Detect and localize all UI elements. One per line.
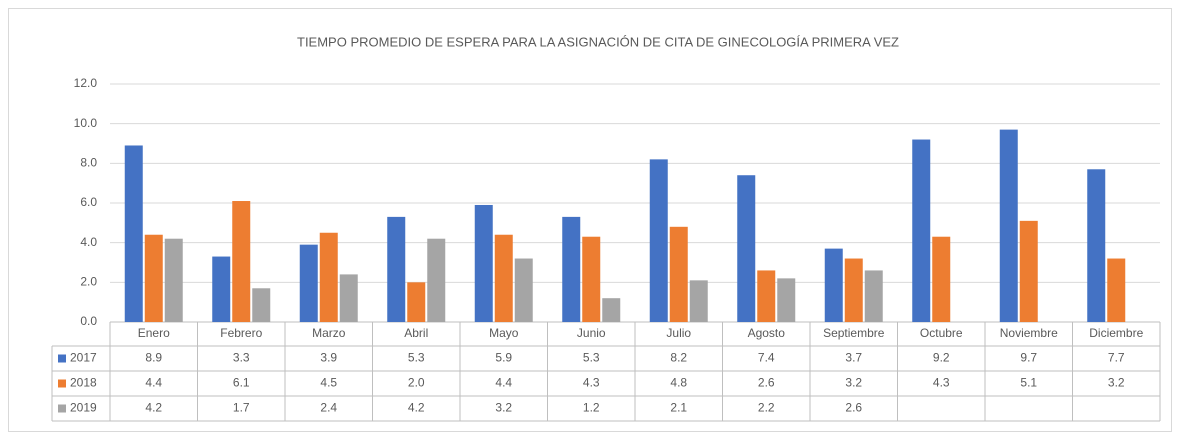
x-tick-label: Noviembre bbox=[1000, 326, 1058, 340]
bar bbox=[669, 226, 688, 322]
legend-label: 2017 bbox=[70, 351, 97, 365]
table-value: 4.2 bbox=[145, 401, 162, 415]
bar bbox=[1019, 220, 1038, 322]
x-tick-label: Marzo bbox=[312, 326, 346, 340]
x-tick-label: Octubre bbox=[920, 326, 963, 340]
bar bbox=[387, 216, 406, 322]
table-value: 3.2 bbox=[495, 401, 512, 415]
bar bbox=[602, 298, 621, 322]
bar bbox=[737, 175, 756, 322]
table-value: 2.4 bbox=[320, 401, 337, 415]
x-tick-label: Febrero bbox=[220, 326, 262, 340]
table-value: 4.5 bbox=[320, 376, 337, 390]
table-value: 7.4 bbox=[758, 351, 775, 365]
table-value: 7.7 bbox=[1108, 351, 1125, 365]
bar bbox=[999, 129, 1018, 322]
bar bbox=[777, 278, 796, 322]
table-value: 3.9 bbox=[320, 351, 337, 365]
table-value: 2.0 bbox=[408, 376, 425, 390]
bar bbox=[514, 258, 533, 322]
table-value: 4.3 bbox=[583, 376, 600, 390]
bar bbox=[144, 234, 163, 322]
y-tick-label: 4.0 bbox=[80, 235, 97, 249]
x-tick-label: Diciembre bbox=[1089, 326, 1143, 340]
table-value: 4.4 bbox=[145, 376, 162, 390]
bar bbox=[562, 216, 581, 322]
y-tick-label: 0.0 bbox=[80, 314, 97, 328]
bar bbox=[299, 244, 318, 322]
x-tick-label: Abril bbox=[404, 326, 428, 340]
bar bbox=[912, 139, 931, 322]
table-value: 2.2 bbox=[758, 401, 775, 415]
y-tick-label: 6.0 bbox=[80, 195, 97, 209]
table-value: 2.6 bbox=[845, 401, 862, 415]
bar bbox=[319, 232, 338, 322]
legend-key bbox=[58, 404, 66, 413]
bar bbox=[124, 145, 143, 322]
bar bbox=[824, 248, 843, 322]
bar bbox=[582, 236, 601, 322]
table-value: 4.8 bbox=[670, 376, 687, 390]
table-value: 5.3 bbox=[408, 351, 425, 365]
legend-key bbox=[58, 354, 66, 363]
table-value: 5.9 bbox=[495, 351, 512, 365]
bar bbox=[689, 280, 708, 322]
bar bbox=[1087, 169, 1106, 322]
bar bbox=[864, 270, 883, 322]
table-value: 5.3 bbox=[583, 351, 600, 365]
table-value: 3.2 bbox=[1108, 376, 1125, 390]
x-tick-label: Septiembre bbox=[823, 326, 885, 340]
x-tick-label: Junio bbox=[577, 326, 606, 340]
table-value: 4.4 bbox=[495, 376, 512, 390]
bar bbox=[649, 159, 668, 322]
legend-key bbox=[58, 379, 66, 388]
bar bbox=[844, 258, 863, 322]
y-tick-label: 10.0 bbox=[74, 116, 98, 130]
bar bbox=[252, 288, 271, 322]
bar bbox=[212, 256, 231, 322]
table-value: 1.7 bbox=[233, 401, 250, 415]
bar bbox=[427, 238, 446, 322]
bar bbox=[494, 234, 513, 322]
bar bbox=[757, 270, 776, 322]
table-value: 3.7 bbox=[845, 351, 862, 365]
bar bbox=[164, 238, 183, 322]
y-tick-label: 12.0 bbox=[74, 76, 98, 90]
table-value: 6.1 bbox=[233, 376, 250, 390]
chart-border bbox=[8, 8, 1172, 432]
bar bbox=[474, 204, 493, 322]
table-value: 9.2 bbox=[933, 351, 950, 365]
chart-title: TIEMPO PROMEDIO DE ESPERA PARA LA ASIGNA… bbox=[297, 34, 899, 49]
table-value: 2.6 bbox=[758, 376, 775, 390]
table-value: 4.3 bbox=[933, 376, 950, 390]
x-tick-label: Mayo bbox=[489, 326, 519, 340]
bar bbox=[232, 201, 251, 322]
y-tick-label: 8.0 bbox=[80, 156, 97, 170]
bar bbox=[932, 236, 951, 322]
x-tick-label: Agosto bbox=[748, 326, 786, 340]
table-value: 9.7 bbox=[1020, 351, 1037, 365]
legend-label: 2018 bbox=[70, 376, 97, 390]
y-tick-label: 2.0 bbox=[80, 275, 97, 289]
bar bbox=[407, 282, 426, 322]
table-value: 4.2 bbox=[408, 401, 425, 415]
table-value: 1.2 bbox=[583, 401, 600, 415]
x-tick-label: Julio bbox=[666, 326, 691, 340]
legend-label: 2019 bbox=[70, 401, 97, 415]
table-value: 3.3 bbox=[233, 351, 250, 365]
bar bbox=[1107, 258, 1126, 322]
bar bbox=[339, 274, 358, 322]
table-value: 8.2 bbox=[670, 351, 687, 365]
table-value: 8.9 bbox=[145, 351, 162, 365]
table-value: 2.1 bbox=[670, 401, 687, 415]
table-value: 3.2 bbox=[845, 376, 862, 390]
x-tick-label: Enero bbox=[138, 326, 170, 340]
table-value: 5.1 bbox=[1020, 376, 1037, 390]
